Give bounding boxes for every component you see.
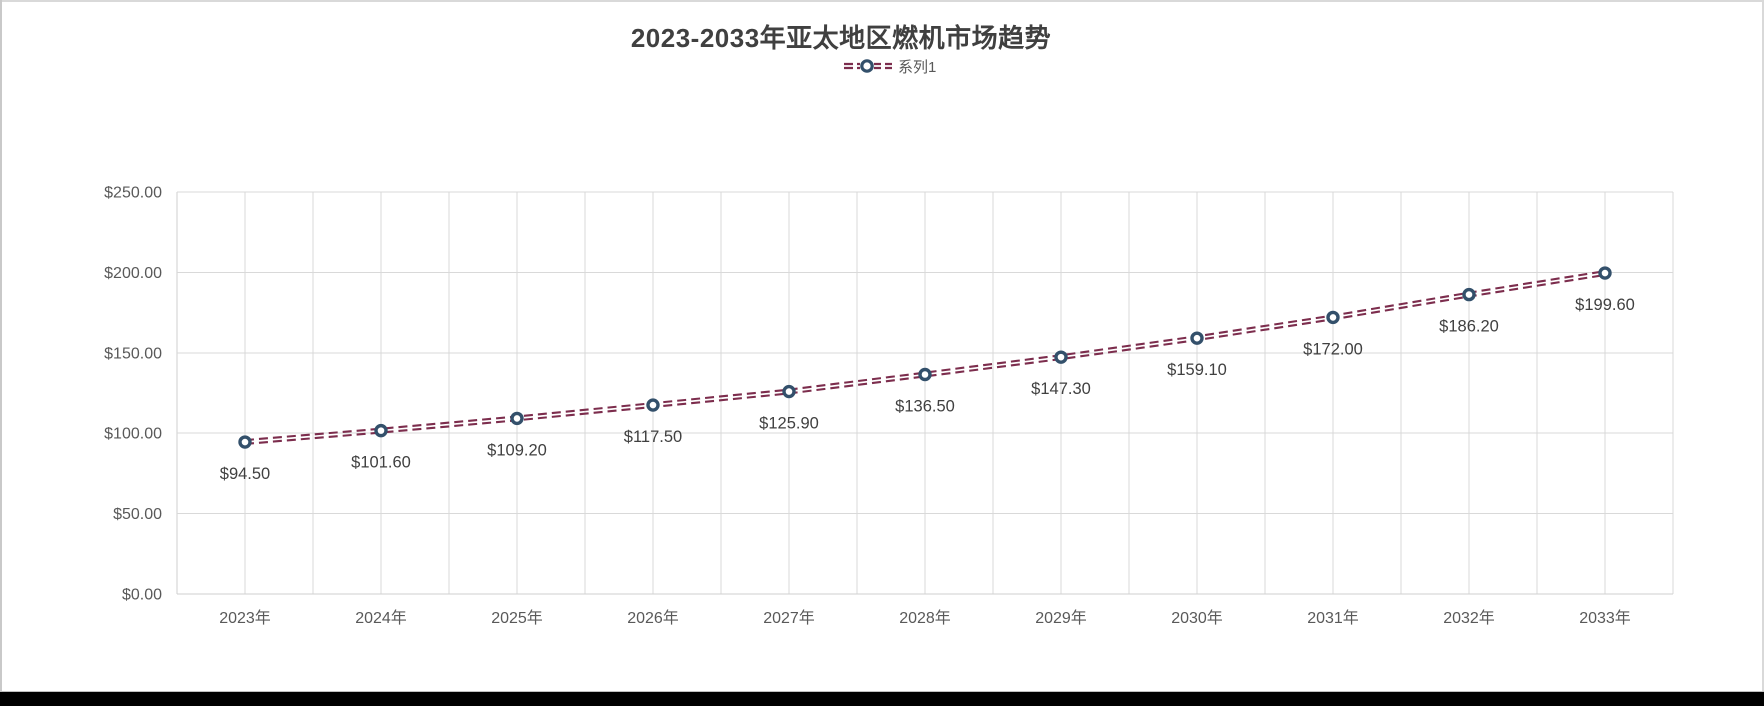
data-point-marker[interactable]: [238, 435, 252, 449]
y-axis-tick-label: $100.00: [104, 426, 162, 443]
x-axis-category-label: 2023年: [219, 609, 271, 627]
data-point-label: $125.90: [759, 415, 819, 433]
y-axis-tick-label: $0.00: [122, 587, 162, 604]
data-point-label: $109.20: [487, 441, 547, 459]
data-point-marker[interactable]: [1326, 310, 1340, 325]
data-point-label: $199.60: [1575, 296, 1635, 314]
x-axis-category-label: 2028年: [899, 609, 951, 627]
data-point-label: $186.20: [1439, 318, 1499, 336]
y-axis-tick-label: $150.00: [104, 345, 162, 362]
data-point-label: $159.10: [1167, 361, 1227, 379]
data-point-marker[interactable]: [1054, 350, 1068, 364]
legend-line-marker-icon: [843, 58, 893, 74]
data-point-marker[interactable]: [1190, 331, 1204, 345]
data-point-marker[interactable]: [782, 384, 796, 399]
data-point-marker[interactable]: [374, 423, 388, 438]
x-axis-category-label: 2027年: [763, 609, 815, 627]
y-axis-tick-label: $50.00: [113, 506, 162, 523]
y-axis-tick-label: $200.00: [104, 265, 162, 282]
top-edge-line: [0, 0, 1764, 2]
x-axis-category-label: 2032年: [1443, 609, 1495, 627]
series-line: [244, 273, 1606, 445]
x-axis-category-label: 2024年: [355, 609, 407, 627]
data-point-label: $147.30: [1031, 380, 1091, 398]
data-point-marker[interactable]: [918, 367, 932, 382]
x-axis-category-label: 2030年: [1171, 609, 1223, 627]
x-axis-category-label: 2033年: [1579, 609, 1631, 627]
data-point-label: $94.50: [220, 465, 270, 483]
data-point-marker[interactable]: [510, 411, 524, 426]
data-point-marker[interactable]: [646, 398, 660, 412]
legend-series-label: 系列1: [898, 58, 937, 76]
data-point-label: $172.00: [1303, 340, 1363, 358]
x-axis-category-label: 2025年: [491, 609, 543, 627]
data-point-label: $136.50: [895, 398, 955, 416]
series-line: [244, 270, 1606, 442]
data-point-label: $101.60: [351, 454, 411, 472]
taskbar-strip: [0, 691, 1764, 706]
x-axis-category-label: 2031年: [1307, 609, 1359, 627]
x-axis-category-label: 2026年: [627, 609, 679, 627]
right-edge-line: [1762, 0, 1764, 692]
data-point-marker[interactable]: [1462, 287, 1476, 302]
legend[interactable]: 系列1: [843, 53, 936, 79]
left-edge-line: [0, 0, 2, 692]
data-point-marker[interactable]: [1598, 266, 1612, 280]
x-axis-category-label: 2029年: [1035, 609, 1087, 627]
chart-title: 2023-2033年亚太地区燃机市场趋势: [630, 23, 1052, 53]
data-point-label: $117.50: [624, 428, 682, 446]
y-axis-tick-label: $250.00: [104, 185, 162, 202]
